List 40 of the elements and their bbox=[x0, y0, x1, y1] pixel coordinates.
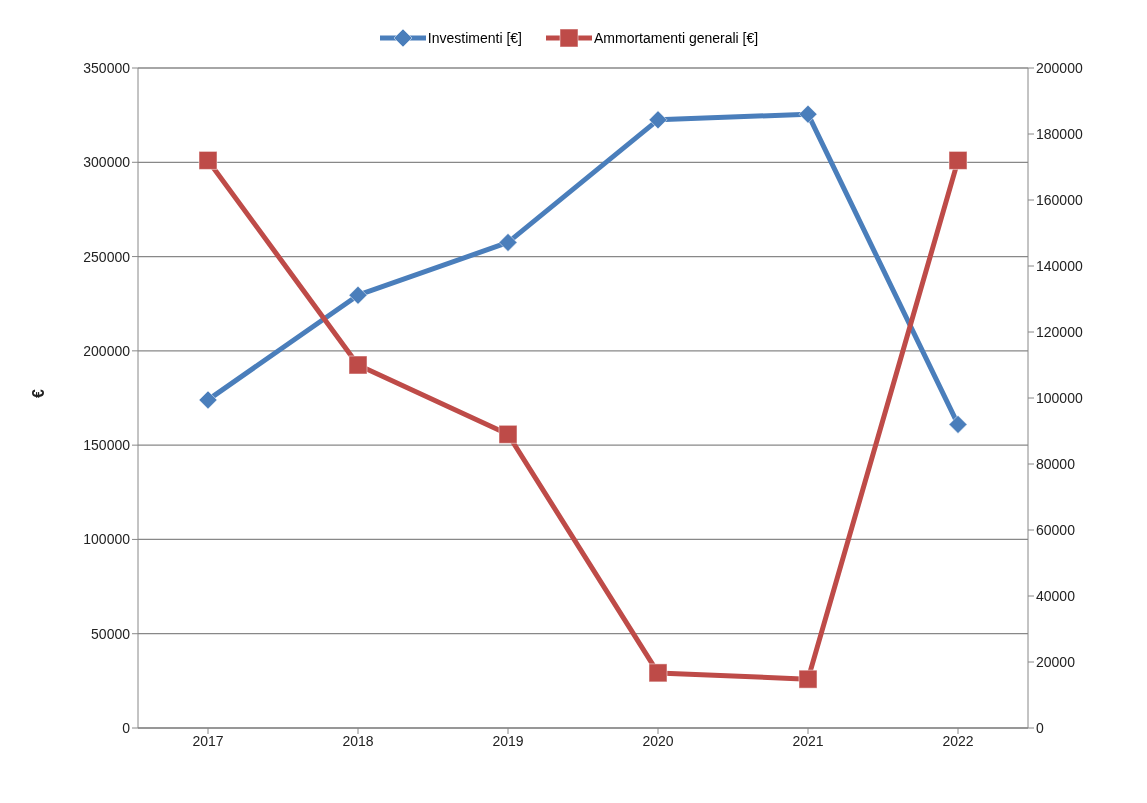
y-tick-label: 50000 bbox=[91, 625, 131, 642]
point bbox=[798, 669, 818, 689]
point bbox=[198, 150, 218, 170]
y2-tick-label: 120000 bbox=[1036, 323, 1083, 340]
point bbox=[348, 355, 368, 375]
y-tick-label: 150000 bbox=[83, 437, 131, 454]
legend-label: Investimenti [€] bbox=[427, 30, 522, 46]
y-tick-label: 300000 bbox=[83, 154, 131, 171]
point bbox=[798, 104, 818, 124]
y2-tick-label: 20000 bbox=[1036, 653, 1076, 670]
point bbox=[948, 414, 968, 434]
y-tick-label: 350000 bbox=[83, 59, 131, 76]
y2-tick-label: 140000 bbox=[1036, 257, 1083, 274]
x-tick-label: 2019 bbox=[492, 732, 524, 749]
point bbox=[498, 232, 518, 252]
y2-tick-label: 0 bbox=[1036, 719, 1044, 736]
y2-tick-label: 80000 bbox=[1036, 455, 1076, 472]
y-tick-label: 200000 bbox=[83, 342, 131, 359]
y-axis-title: € bbox=[29, 389, 47, 398]
y2-tick-label: 40000 bbox=[1036, 587, 1076, 604]
point bbox=[198, 390, 218, 410]
x-tick-label: 2017 bbox=[192, 732, 224, 749]
x-tick-label: 2020 bbox=[642, 732, 674, 749]
x-tick-label: 2021 bbox=[792, 732, 824, 749]
point bbox=[648, 663, 668, 683]
y2-tick-label: 60000 bbox=[1036, 521, 1076, 538]
x-tick-label: 2022 bbox=[942, 732, 974, 749]
point bbox=[348, 285, 368, 305]
legend-label: Ammortamenti generali [€] bbox=[593, 30, 759, 46]
y-tick-label: 100000 bbox=[83, 531, 131, 548]
point bbox=[648, 110, 668, 130]
y2-tick-label: 100000 bbox=[1036, 389, 1083, 406]
point bbox=[948, 150, 968, 170]
y2-tick-label: 160000 bbox=[1036, 191, 1083, 208]
y2-tick-label: 180000 bbox=[1036, 125, 1083, 142]
point bbox=[498, 424, 518, 444]
y-tick-label: 0 bbox=[122, 719, 131, 736]
x-tick-label: 2018 bbox=[342, 732, 374, 749]
y2-tick-label: 200000 bbox=[1036, 59, 1083, 76]
y-tick-label: 250000 bbox=[83, 248, 131, 265]
